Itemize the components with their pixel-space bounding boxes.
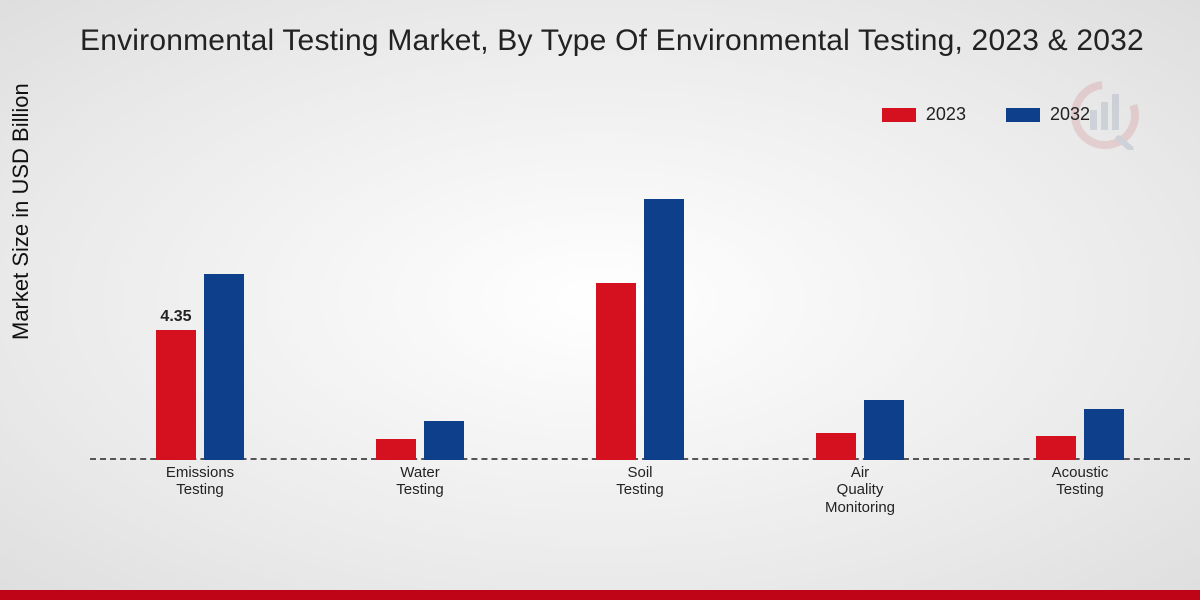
category-label: AcousticTesting — [1000, 464, 1160, 499]
bar-2023 — [376, 439, 416, 460]
legend-label-2032: 2032 — [1050, 104, 1090, 125]
category-axis: EmissionsTesting WaterTesting SoilTesting A… — [90, 460, 1190, 520]
bar-2023 — [596, 283, 636, 460]
bar-2032 — [424, 421, 464, 460]
plot-area: EmissionsTesting WaterTesting SoilTesting A… — [90, 160, 1190, 520]
bar-2032 — [1084, 409, 1124, 460]
category-label: SoilTesting — [560, 464, 720, 499]
legend-item-2023: 2023 — [882, 104, 966, 125]
chart-title: Environmental Testing Market, By Type Of… — [80, 24, 1200, 58]
category-label: WaterTesting — [340, 464, 500, 499]
y-axis-label: Market Size in USD Billion — [8, 83, 34, 340]
page-root: Environmental Testing Market, By Type Of… — [0, 0, 1200, 600]
bar-2032 — [864, 400, 904, 460]
category-label: EmissionsTesting — [120, 464, 280, 499]
bar-2032 — [204, 274, 244, 460]
bar-2023 — [1036, 436, 1076, 460]
bar-2023 — [816, 433, 856, 460]
legend-swatch-2023 — [882, 108, 916, 122]
legend-swatch-2032 — [1006, 108, 1040, 122]
bar-value-label: 4.35 — [160, 308, 191, 326]
bar-2032 — [644, 199, 684, 460]
footer-accent-bar — [0, 590, 1200, 600]
legend-item-2032: 2032 — [1006, 104, 1090, 125]
bar-2023 — [156, 330, 196, 461]
legend: 2023 2032 — [882, 104, 1090, 125]
category-label: AirQualityMonitoring — [780, 464, 940, 516]
legend-label-2023: 2023 — [926, 104, 966, 125]
